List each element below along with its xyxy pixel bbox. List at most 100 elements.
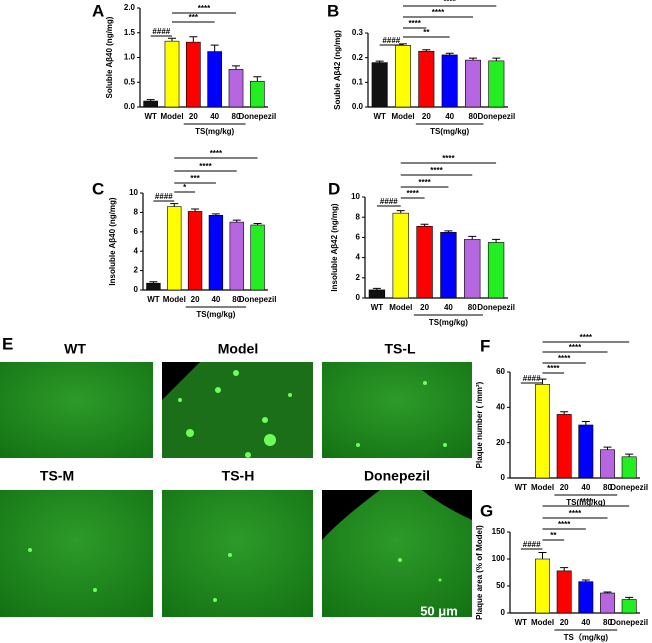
x-tick-label: WT	[515, 483, 528, 492]
significance-label: ****	[408, 19, 421, 28]
significance-label: ****	[442, 154, 455, 163]
bar	[143, 100, 159, 108]
y-tick-label: 0.1	[352, 77, 364, 86]
micrograph	[162, 490, 313, 617]
bar	[535, 384, 550, 479]
bar	[164, 40, 180, 108]
image-label: Donepezil	[364, 468, 430, 484]
y-tick-label: 4	[134, 246, 139, 255]
x-tick-label: Donepezil	[477, 112, 515, 121]
significance-label: ****	[547, 364, 560, 373]
x-tick-label: WT	[144, 112, 157, 121]
error-bar	[581, 579, 590, 582]
y-tick-label: 100	[492, 554, 506, 563]
bar	[556, 414, 572, 479]
scale-bar	[410, 622, 468, 625]
y-tick-label: 6	[356, 233, 361, 242]
significance-label: ***	[190, 174, 200, 183]
image-label: TS-M	[40, 468, 74, 484]
y-tick-label: 10	[129, 188, 138, 197]
error-bar	[625, 596, 634, 600]
y-tick-label: 6	[134, 227, 139, 236]
y-tick-label: 60	[496, 367, 505, 376]
y-axis-label: Souble Aβ42 (ng/mg)	[333, 30, 342, 110]
image-label: TS-H	[222, 468, 255, 484]
significance-label: ****	[580, 497, 593, 506]
y-tick-label: 2	[356, 273, 361, 282]
error-bar	[492, 238, 501, 243]
bar	[250, 224, 265, 291]
significance-label: ****	[432, 8, 445, 17]
bar	[167, 206, 182, 291]
bar	[440, 232, 457, 299]
group-label: TS(mg/kg)	[195, 127, 234, 136]
group-label: TS(mg/kg)	[566, 498, 605, 507]
y-tick-label: 20	[496, 438, 505, 447]
x-tick-label: 20	[422, 112, 431, 121]
x-tick-label: 80	[603, 618, 612, 627]
plaques	[28, 370, 447, 602]
y-tick-label: 0.5	[124, 77, 136, 86]
y-axis-label: Plaque number ( /mm²)	[475, 381, 484, 468]
significance-label: ****	[443, 0, 456, 6]
y-tick-label: 2.0	[124, 3, 136, 12]
panel-letter: A	[92, 1, 104, 20]
image-label: WT	[64, 341, 86, 357]
image-label: Model	[218, 341, 258, 357]
bar	[208, 215, 224, 291]
bar	[556, 570, 572, 614]
bar	[600, 592, 615, 614]
y-tick-label: 0	[356, 293, 361, 302]
bar	[621, 599, 637, 614]
bar	[207, 51, 223, 108]
bar	[228, 69, 244, 108]
x-tick-label: 40	[581, 483, 590, 492]
group-label: TS（mg/kg)	[564, 632, 609, 642]
error-bar	[468, 235, 477, 240]
bar	[578, 424, 594, 479]
bar	[146, 282, 161, 291]
error-bar	[422, 49, 431, 52]
significance-label: ####	[523, 374, 541, 383]
bar	[416, 225, 433, 299]
group-label: TS(mg/kg)	[430, 127, 469, 136]
significance-label: ****	[198, 4, 211, 13]
x-tick-label: 80	[232, 112, 241, 121]
x-tick-label: 20	[189, 112, 198, 121]
y-tick-label: 40	[496, 402, 505, 411]
error-bar	[581, 420, 590, 425]
x-tick-label: WT	[147, 295, 160, 304]
x-tick-label: Donepezil	[610, 483, 648, 492]
error-bar	[168, 37, 176, 42]
micrograph	[162, 362, 313, 458]
error-bar	[444, 230, 453, 233]
significance-label: **	[550, 531, 557, 540]
error-bar	[603, 446, 612, 450]
significance-label: ****	[569, 343, 582, 352]
significance-label: **	[423, 28, 430, 37]
panel-letter: C	[92, 179, 104, 198]
significance-label: *	[183, 183, 187, 192]
micrograph	[0, 490, 153, 617]
x-tick-label: Model	[391, 112, 414, 121]
y-tick-label: 8	[356, 212, 361, 221]
error-bar	[149, 281, 158, 284]
error-bar	[469, 57, 477, 61]
y-tick-label: 50	[496, 581, 505, 590]
x-tick-label: Donepezil	[238, 112, 276, 121]
significance-label: ####	[382, 36, 400, 45]
bar	[464, 239, 481, 299]
x-tick-label: 40	[445, 112, 454, 121]
bar	[464, 59, 481, 108]
y-tick-label: 0.0	[352, 102, 364, 111]
error-bar	[232, 65, 240, 70]
y-tick-label: 8	[134, 208, 139, 217]
error-bar	[560, 411, 569, 415]
significance-label: ****	[569, 509, 582, 518]
bar	[441, 54, 458, 108]
x-tick-label: 80	[603, 483, 612, 492]
significance-label: ****	[406, 189, 419, 198]
x-tick-label: 20	[560, 618, 569, 627]
error-bar	[375, 60, 384, 63]
error-bar	[232, 219, 241, 223]
